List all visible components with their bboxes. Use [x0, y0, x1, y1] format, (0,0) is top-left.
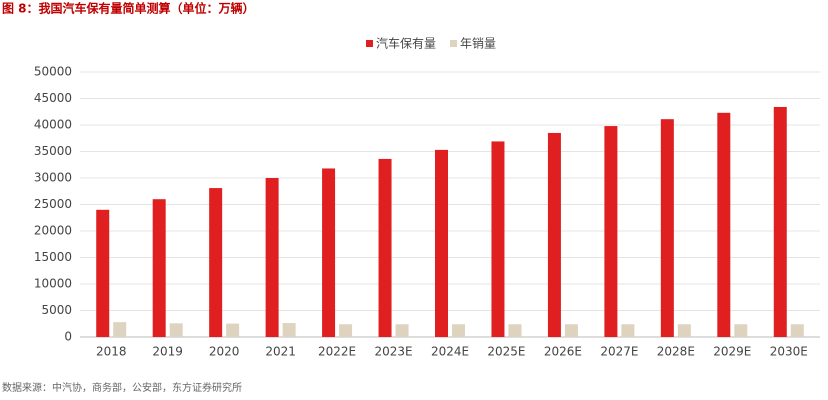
bar: [491, 141, 505, 337]
x-tick-label: 2028E: [657, 345, 695, 359]
y-tick-label: 0: [64, 330, 72, 344]
bar: [152, 199, 166, 337]
y-tick-label: 45000: [34, 91, 72, 105]
bar: [435, 149, 448, 337]
bar: [339, 324, 353, 337]
bar: [547, 132, 561, 337]
y-tick-label: 5000: [41, 303, 72, 317]
x-tick-label: 2023E: [374, 345, 412, 359]
y-tick-label: 25000: [34, 197, 72, 211]
y-tick-label: 10000: [34, 277, 72, 291]
legend-label: 汽车保有量: [376, 36, 436, 51]
bar: [677, 324, 691, 337]
bar: [395, 324, 409, 337]
y-tick-label: 20000: [34, 224, 72, 238]
x-tick-label: 2025E: [487, 345, 525, 359]
bar: [282, 323, 296, 337]
bar: [378, 158, 392, 337]
bar: [508, 324, 522, 337]
bar: [226, 323, 240, 337]
y-tick-label: 30000: [34, 171, 72, 185]
x-tick-label: 2022E: [318, 345, 356, 359]
x-tick-label: 2019: [152, 345, 183, 359]
x-tick-label: 2030E: [770, 345, 808, 359]
bar: [265, 178, 279, 337]
chart-title: 图 8：我国汽车保有量简单测算（单位：万辆）: [2, 1, 255, 16]
bar: [621, 324, 635, 337]
x-tick-label: 2021: [265, 345, 296, 359]
legend-label: 年销量: [460, 37, 496, 51]
x-tick-label: 2018: [96, 345, 127, 359]
legend-swatch: [366, 40, 373, 47]
bar: [113, 322, 127, 337]
bar: [209, 188, 223, 337]
x-tick-label: 2020: [209, 345, 240, 359]
y-tick-label: 15000: [34, 250, 72, 264]
x-tick-label: 2026E: [544, 345, 582, 359]
bar: [564, 324, 578, 337]
source-note: 数据来源：中汽协，商务部，公安部，东方证券研究所: [2, 381, 242, 394]
bar: [169, 323, 183, 337]
bar: [790, 324, 804, 337]
bar: [322, 168, 336, 337]
x-tick-label: 2029E: [713, 345, 751, 359]
bar: [734, 324, 748, 337]
bar: [96, 209, 110, 337]
y-tick-label: 40000: [34, 118, 72, 132]
bar: [452, 324, 465, 337]
bar: [773, 106, 787, 337]
bar: [604, 126, 618, 337]
legend-swatch: [450, 40, 458, 47]
y-tick-label: 50000: [34, 65, 72, 79]
x-tick-label: 2024E: [431, 345, 469, 359]
bar: [660, 119, 674, 337]
y-tick-label: 35000: [34, 144, 72, 158]
bar: [717, 112, 731, 337]
x-tick-label: 2027E: [600, 345, 638, 359]
